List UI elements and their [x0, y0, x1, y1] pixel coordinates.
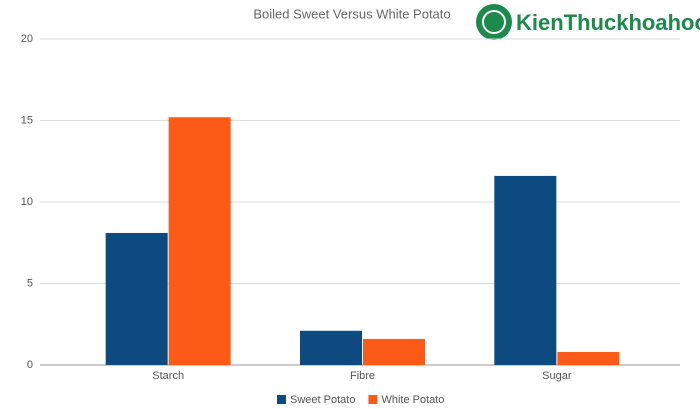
- legend-label: White Potato: [381, 394, 444, 406]
- y-tick-label: 0: [27, 359, 33, 371]
- chart-title: Boiled Sweet Versus White Potato: [253, 6, 450, 21]
- watermark-logo: [476, 4, 512, 40]
- bar: [105, 232, 168, 365]
- legend-label: Sweet Potato: [290, 394, 355, 406]
- bar: [363, 338, 425, 365]
- x-tick-label: Sugar: [542, 370, 572, 382]
- y-tick-label: 15: [21, 114, 33, 126]
- bar: [168, 117, 231, 366]
- watermark: KienThuckhoahoc.org: [516, 10, 700, 35]
- bar: [494, 175, 557, 365]
- bar: [557, 351, 620, 365]
- y-tick-label: 20: [21, 33, 33, 45]
- watermark-logo-inner: [482, 10, 506, 34]
- legend-swatch: [277, 395, 286, 404]
- y-tick-label: 5: [27, 277, 33, 289]
- x-tick-label: Fibre: [350, 370, 375, 382]
- x-tick-label: Starch: [152, 370, 184, 382]
- bar: [300, 330, 362, 365]
- legend-swatch: [368, 395, 378, 404]
- y-tick-label: 10: [21, 196, 33, 208]
